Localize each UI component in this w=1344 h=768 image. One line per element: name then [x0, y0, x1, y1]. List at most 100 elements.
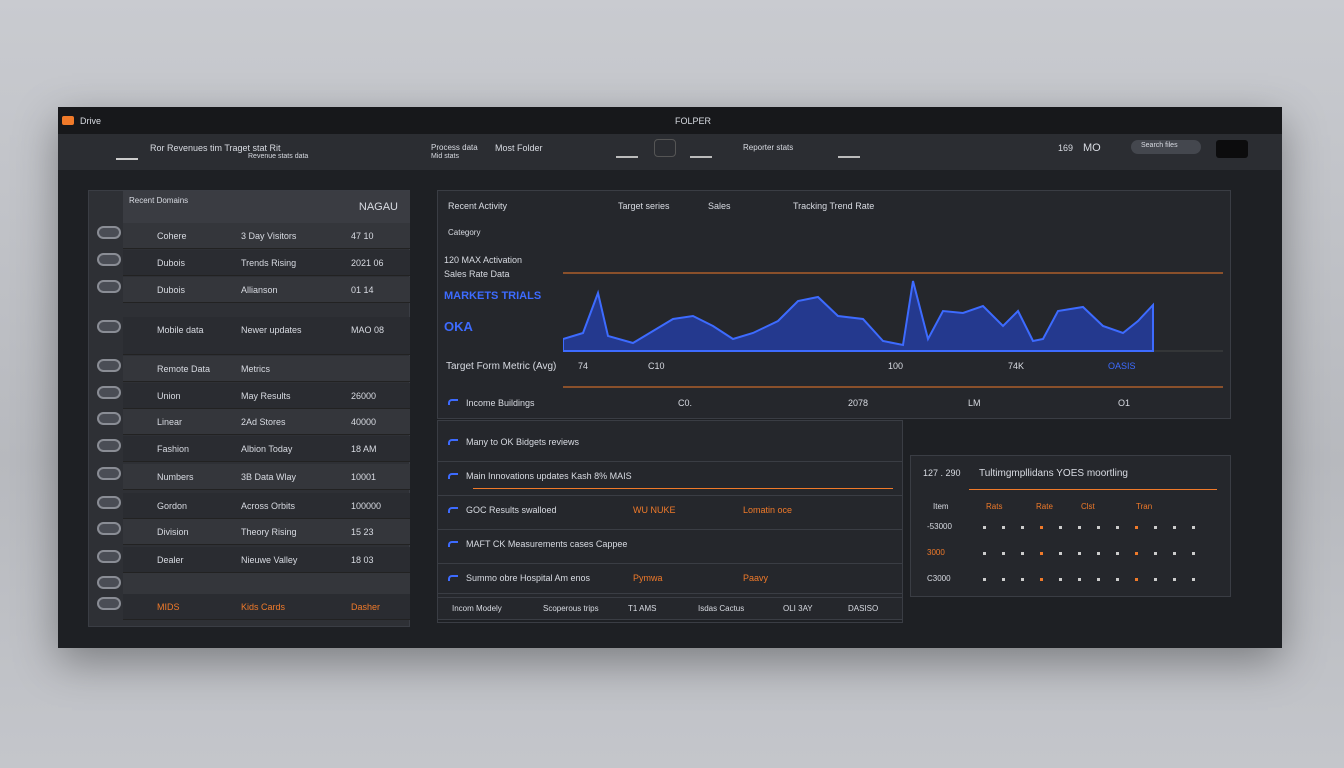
table-dot	[1116, 578, 1119, 581]
table-header: Item	[933, 502, 949, 511]
tool-button[interactable]	[690, 142, 712, 158]
table-dot	[1059, 578, 1062, 581]
legend-item: Tracking Trend Rate	[793, 201, 875, 211]
row-desc: Nieuwe Valley	[241, 555, 298, 565]
row-name: Remote Data	[157, 364, 211, 374]
table-dot	[1192, 578, 1195, 581]
table-dot	[1135, 552, 1138, 555]
table-dot	[1154, 578, 1157, 581]
row[interactable]	[123, 277, 410, 303]
row-icon	[97, 597, 121, 610]
table-header: Rats	[986, 502, 1003, 511]
table-title: Tultimgmpllidans YOES moortling	[979, 468, 1128, 479]
avatar[interactable]	[1216, 140, 1248, 158]
row-value: 26000	[351, 391, 377, 401]
big-label: MARKETS TRIALS	[444, 290, 542, 302]
footer-item: DASISO	[848, 604, 879, 613]
footer-values: C0. 2078 LM O1	[638, 398, 1228, 410]
table-dot	[1040, 526, 1043, 529]
item-text: MAFT CK Measurements cases Cappee	[466, 539, 628, 549]
menu-button[interactable]	[116, 142, 138, 160]
row-value: 18 AM	[351, 444, 377, 454]
row[interactable]	[123, 317, 410, 355]
row-desc: Newer updates	[241, 325, 302, 335]
row-value: OASIS	[1108, 361, 1136, 371]
separator	[438, 495, 902, 496]
table-dot	[1097, 552, 1100, 555]
row-name: Fashion	[157, 444, 190, 454]
footer-item: OLI 3AY	[783, 604, 813, 613]
annotation2: Sales Rate Data	[444, 269, 510, 279]
row[interactable]	[123, 383, 410, 409]
table-row-label: -53000	[927, 522, 952, 531]
item-icon	[448, 473, 458, 479]
table-dot	[1116, 552, 1119, 555]
row[interactable]	[123, 519, 410, 545]
row-desc: Albion Today	[241, 444, 293, 454]
table-dot	[1173, 526, 1176, 529]
row-name: Gordon	[157, 501, 188, 511]
row-desc: 3B Data Wlay	[241, 472, 297, 482]
row[interactable]	[123, 547, 410, 573]
row[interactable]	[123, 223, 410, 249]
table-dot	[1116, 526, 1119, 529]
row-value: 74	[578, 361, 589, 371]
row[interactable]	[123, 250, 410, 276]
row[interactable]	[123, 409, 410, 435]
row-value: Dasher	[351, 602, 381, 612]
row-value: 10001	[351, 472, 377, 482]
annotation: 120 MAX Activation	[444, 255, 523, 265]
row-value: 01 14	[351, 285, 374, 295]
table-row-label: C3000	[927, 574, 951, 583]
row[interactable]	[123, 594, 410, 620]
window: Drive FOLPER Ror Revenues tim Traget sta…	[58, 107, 1282, 648]
item-extra: Pymwa	[633, 573, 663, 583]
footer-item: Incom Modely	[452, 604, 502, 613]
table-dot	[1059, 526, 1062, 529]
table-dot	[983, 526, 986, 529]
app-name: Drive	[80, 116, 102, 126]
footer-item: T1 AMS	[628, 604, 657, 613]
table-dot	[1078, 526, 1081, 529]
row-desc: Across Orbits	[241, 501, 296, 511]
row-desc: Kids Cards	[241, 602, 286, 612]
footer-icon	[448, 399, 458, 405]
chart-panel: Recent Activity Target series Sales Tracki…	[437, 190, 1231, 419]
row[interactable]	[123, 493, 410, 519]
item-icon	[448, 541, 458, 547]
item-extra: WU NUKE	[633, 505, 676, 515]
row-icon	[97, 576, 121, 589]
legend: Target series Sales Tracking Trend Rate	[618, 201, 1218, 213]
table-dot	[1021, 526, 1024, 529]
table-dot	[1040, 578, 1043, 581]
row-name: Cohere	[157, 231, 187, 241]
row-name: Dubois	[157, 285, 186, 295]
table-dot	[1021, 578, 1024, 581]
tool-button[interactable]	[838, 142, 860, 158]
row-desc: Trends Rising	[241, 258, 297, 268]
row-icon	[97, 280, 121, 293]
separator	[438, 529, 902, 530]
table-dot	[1002, 578, 1005, 581]
row[interactable]	[123, 464, 410, 490]
tool-button[interactable]	[616, 142, 638, 158]
row-icon	[97, 386, 121, 399]
search-box[interactable]: Search files	[1131, 140, 1201, 154]
row-value: 100	[888, 361, 904, 371]
item-icon	[448, 439, 458, 445]
filter: Reporter stats	[743, 143, 794, 152]
header: Recent Domains	[129, 196, 189, 205]
row[interactable]	[123, 436, 410, 462]
tool-button[interactable]	[654, 139, 676, 157]
row[interactable]	[123, 356, 410, 382]
row-value: MAO 08	[351, 325, 385, 335]
chart-footer: Income Buildings	[466, 398, 535, 408]
footer-item: Isdas Cactus	[698, 604, 745, 613]
row-desc: Theory Rising	[241, 527, 297, 537]
chart-title: Recent Activity	[448, 201, 508, 211]
sidebar-header: Recent Domains NAGAU	[123, 191, 410, 225]
count: 169	[1058, 143, 1074, 153]
row-desc: 2Ad Stores	[241, 417, 286, 427]
big-label2: OKA	[444, 319, 473, 334]
row-icon	[97, 412, 121, 425]
